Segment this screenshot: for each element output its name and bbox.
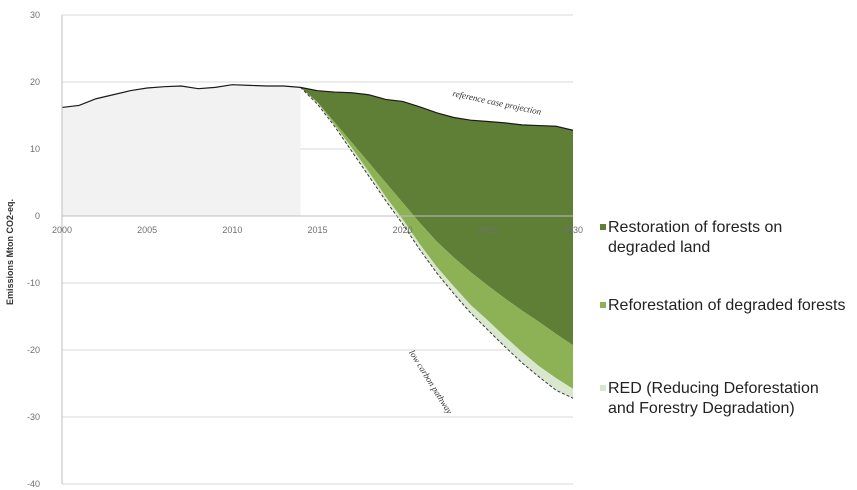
- x-tick-label: 2030: [563, 225, 583, 235]
- y-tick-labels: 30 20 10 0 -10 -20 -30 -40: [27, 10, 40, 489]
- y-tick-label: -20: [27, 345, 40, 355]
- y-tick-label: -30: [27, 412, 40, 422]
- legend-item-red: RED (Reducing Deforestation and Forestry…: [600, 379, 848, 419]
- y-tick-label: 30: [30, 10, 40, 20]
- reference-area: [62, 84, 301, 217]
- y-tick-label: -40: [27, 479, 40, 489]
- annotation-reference-case: reference case projection: [452, 88, 543, 117]
- y-tick-label: -10: [27, 278, 40, 288]
- legend-item-reforestation: Reforestation of degraded forests: [600, 296, 848, 316]
- legend-label-reforestation: Reforestation of degraded forests: [608, 297, 846, 314]
- x-tick-label: 2000: [52, 225, 72, 235]
- x-tick-label: 2025: [478, 225, 498, 235]
- reference-line: [61, 84, 574, 131]
- x-tick-label: 2020: [393, 225, 413, 235]
- x-tick-labels: 2000 2005 2010 2015 2020 2025 2030: [52, 225, 583, 235]
- low-carbon-pathway-line: [300, 87, 574, 399]
- x-tick-label: 2015: [307, 225, 327, 235]
- legend-label-restoration: Restoration of forests on degraded land: [608, 219, 783, 256]
- x-tick-label: 2005: [137, 225, 157, 235]
- y-tick-label: 0: [35, 211, 40, 221]
- legend-label-red: RED (Reducing Deforestation and Forestry…: [608, 380, 819, 417]
- area-reforestation: [300, 87, 573, 389]
- y-axis-label: Emissions Mton CO2-eq.: [5, 199, 15, 305]
- legend-item-restoration: Restoration of forests on degraded land: [600, 218, 848, 258]
- legend-swatch-restoration: [600, 224, 606, 230]
- y-tick-label: 20: [30, 77, 40, 87]
- x-tick-label: 2010: [222, 225, 242, 235]
- axes: [61, 15, 573, 484]
- annotation-low-carbon: low carbon pathway: [407, 348, 454, 416]
- legend-swatch-reforestation: [600, 302, 606, 308]
- legend-swatch-red: [600, 385, 606, 391]
- legend: Restoration of forests on degraded land …: [600, 0, 857, 490]
- y-tick-label: 10: [30, 144, 40, 154]
- chart-areas: [61, 84, 574, 399]
